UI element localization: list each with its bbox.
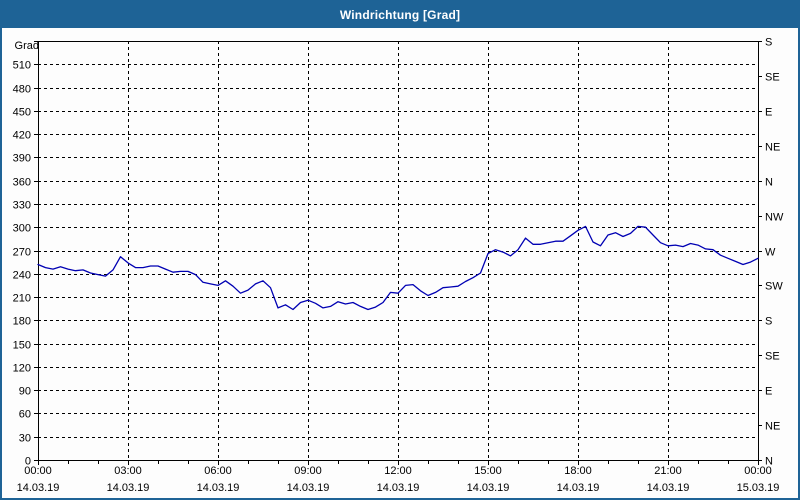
y-left-tick-label: 300: [13, 223, 31, 235]
x-date-label: 14.03.19: [17, 482, 60, 494]
y-right-compass-label: E: [765, 386, 772, 398]
x-time-label: 00:00: [24, 465, 52, 477]
x-time-label: 09:00: [294, 465, 322, 477]
y-left-tick-label: 330: [13, 200, 31, 212]
y-left-tick-label: 0: [25, 456, 31, 468]
y-left-tick-label: 150: [13, 340, 31, 352]
y-left-tick-label: 210: [13, 293, 31, 305]
window-title: Windrichtung [Grad]: [339, 8, 461, 22]
y-axis-unit-label: Grad: [15, 40, 39, 52]
y-right-compass-label: SW: [765, 281, 783, 293]
x-date-label: 14.03.19: [107, 482, 150, 494]
y-right-compass-label: W: [765, 247, 776, 259]
y-right-compass-label: E: [765, 107, 772, 119]
x-date-label: 14.03.19: [467, 482, 510, 494]
y-left-tick-label: 480: [13, 84, 31, 96]
x-date-label: 14.03.19: [377, 482, 420, 494]
y-left-tick-label: 30: [19, 433, 31, 445]
x-time-label: 15:00: [474, 465, 502, 477]
y-right-compass-label: N: [765, 456, 773, 468]
y-left-tick-label: 60: [19, 409, 31, 421]
y-left-tick-label: 450: [13, 107, 31, 119]
y-left-tick-label: 240: [13, 270, 31, 282]
y-left-tick-label: 90: [19, 386, 31, 398]
y-left-tick-label: 510: [13, 60, 31, 72]
y-right-compass-label: SE: [765, 351, 780, 363]
x-date-label: 14.03.19: [197, 482, 240, 494]
x-time-label: 12:00: [384, 465, 412, 477]
x-date-label: 14.03.19: [287, 482, 330, 494]
x-date-label: 14.03.19: [647, 482, 690, 494]
wind-direction-line: [37, 225, 759, 311]
y-right-compass-label: SE: [765, 72, 780, 84]
y-right-compass-label: NW: [765, 212, 784, 224]
y-left-tick-label: 180: [13, 316, 31, 328]
y-left-tick-label: 360: [13, 177, 31, 189]
x-date-label: 14.03.19: [557, 482, 600, 494]
y-right-compass-label: NE: [765, 421, 780, 433]
y-right-compass-label: NE: [765, 142, 780, 154]
x-time-label: 21:00: [654, 465, 682, 477]
y-right-compass-label: N: [765, 177, 773, 189]
y-left-tick-label: 120: [13, 363, 31, 375]
x-time-label: 18:00: [564, 465, 592, 477]
wind-direction-chart: 0 30 60 90 120 150 180 210 240 270 300 330 360 390 420…: [13, 37, 784, 495]
title-bar[interactable]: Windrichtung [Grad]: [2, 2, 798, 28]
x-time-label: 06:00: [204, 465, 232, 477]
x-date-label: 15.03.19: [737, 482, 780, 494]
y-left-tick-label: 270: [13, 247, 31, 259]
x-time-label: 00:00: [744, 465, 772, 477]
x-time-label: 03:00: [114, 465, 142, 477]
chart-area: 0 30 60 90 120 150 180 210 240 270 300 330 360 390 420…: [2, 28, 798, 498]
y-right-compass-label: S: [765, 37, 772, 49]
y-left-tick-label: 420: [13, 130, 31, 142]
y-left-tick-label: 390: [13, 153, 31, 165]
y-right-compass-label: S: [765, 316, 772, 328]
